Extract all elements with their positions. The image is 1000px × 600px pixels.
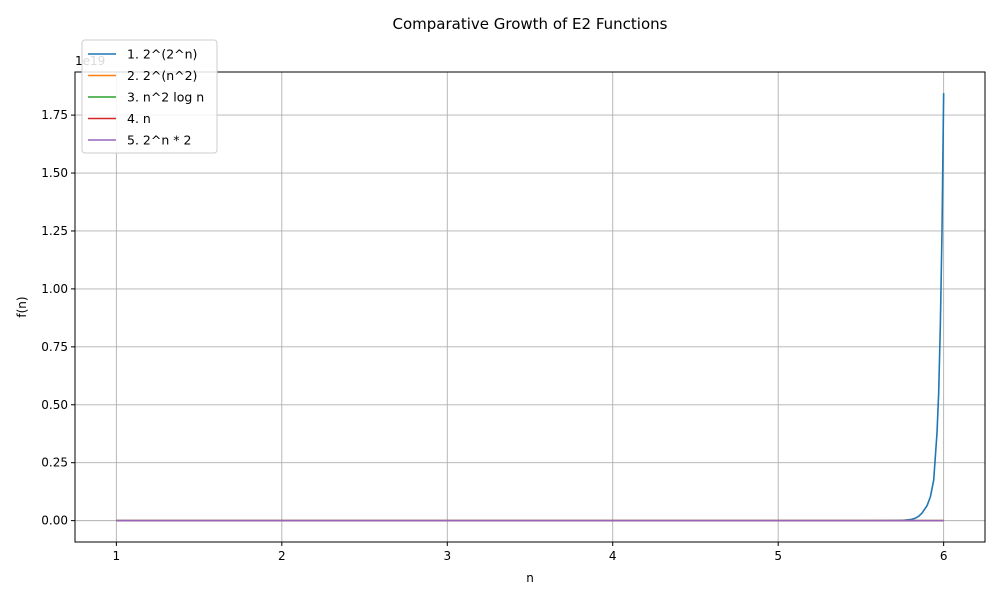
legend-entry-label: 3. n^2 log n (127, 90, 204, 105)
legend-entry-label: 2. 2^(n^2) (127, 68, 197, 83)
x-tick-label: 4 (609, 549, 617, 563)
x-tick-label: 3 (443, 549, 451, 563)
legend: 1. 2^(2^n) 2. 2^(n^2) 3. n^2 log n 4. n 5. 2… (81, 39, 218, 154)
legend-entry-label: 4. n (127, 111, 151, 126)
plot-frame (74, 71, 986, 543)
y-tick-label: 0.75 (41, 340, 68, 354)
y-axis-label: f(n) (15, 296, 29, 317)
y-tick-label: 1.75 (41, 108, 68, 122)
chart-title: Comparative Growth of E2 Functions (393, 15, 668, 33)
y-tick-label: 0.50 (41, 398, 68, 412)
x-axis-ticks: 1 2 3 4 5 6 (113, 542, 948, 563)
y-tick-label: 1.25 (41, 224, 68, 238)
legend-entry-label: 5. 2^n * 2 (127, 133, 191, 148)
x-tick-label: 5 (774, 549, 782, 563)
legend-entry-label: 1. 2^(2^n) (127, 47, 197, 62)
y-axis-ticks: 0.00 0.25 0.50 0.75 1.00 1.25 1.50 1.75 (41, 108, 75, 528)
x-tick-label: 2 (278, 549, 286, 563)
legend-box (81, 39, 218, 154)
y-tick-label: 1.50 (41, 166, 68, 180)
series-line-1 (116, 93, 945, 522)
series-lines (116, 93, 945, 522)
x-tick-label: 1 (113, 549, 121, 563)
y-tick-label: 1.00 (41, 282, 68, 296)
x-axis-label: n (526, 571, 534, 585)
x-tick-label: 6 (940, 549, 948, 563)
y-tick-label: 0.25 (41, 456, 68, 470)
y-tick-label: 0.00 (41, 514, 68, 528)
